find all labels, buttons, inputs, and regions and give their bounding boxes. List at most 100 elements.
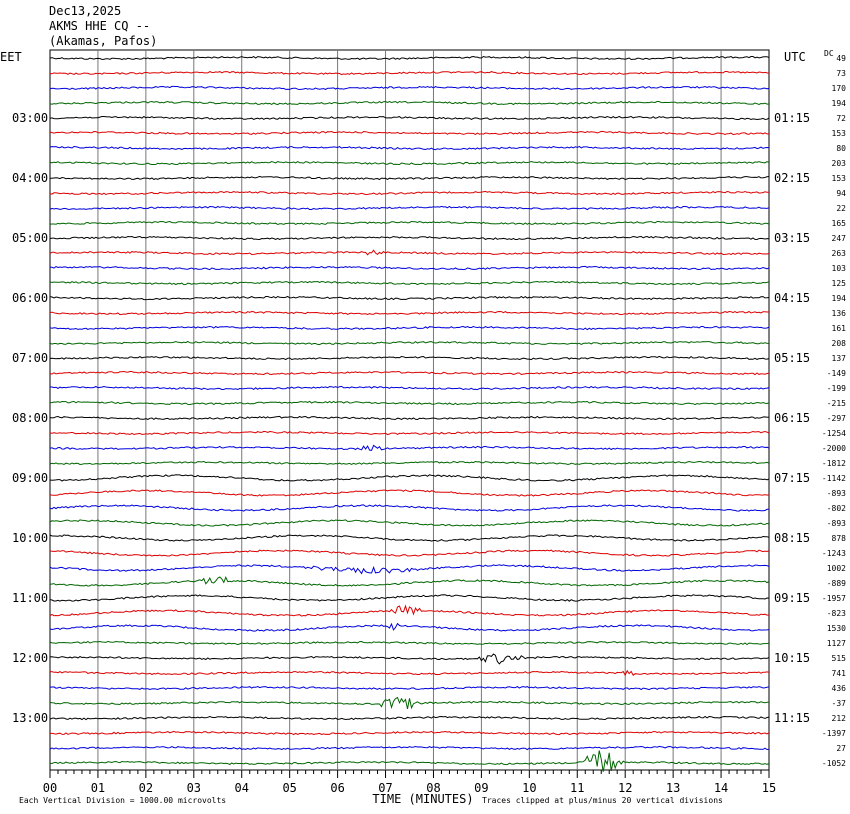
seismic-trace: [49, 489, 770, 497]
seismic-trace: [49, 474, 770, 482]
x-tick-label: 09: [474, 781, 488, 795]
dc-offset-label: -149: [827, 369, 846, 378]
left-hour-label: 05:00: [12, 231, 48, 245]
seismic-trace: [49, 145, 770, 151]
seismic-trace: [49, 130, 769, 136]
left-hour-label: 04:00: [12, 171, 48, 185]
seismic-trace: [49, 220, 770, 226]
seismic-trace: [49, 669, 770, 677]
dc-offset-label: -889: [827, 579, 846, 588]
right-hour-label: 05:15: [774, 351, 810, 365]
left-hour-label: 10:00: [12, 531, 48, 545]
station-label: AKMS HHE CQ --: [49, 19, 151, 33]
right-hour-label: 04:15: [774, 291, 810, 305]
plot-frame: [49, 49, 770, 771]
x-tick-label: 11: [570, 781, 584, 795]
dc-offset-label: 1530: [827, 624, 846, 633]
date-label: Dec13,2025: [49, 4, 122, 18]
dc-offset-label: 125: [832, 279, 847, 288]
dc-offset-label: 165: [832, 219, 847, 228]
seismic-trace: [49, 653, 770, 665]
seismic-trace: [49, 460, 770, 466]
seismic-trace: [49, 685, 770, 691]
seismic-trace: [49, 70, 770, 76]
seismic-trace: [49, 160, 770, 166]
right-hour-label: 02:15: [774, 171, 810, 185]
dc-offset-label: -893: [827, 489, 846, 498]
dc-offset-label: 212: [832, 714, 847, 723]
right-hour-label: 10:15: [774, 651, 810, 665]
dc-offset-label: 1127: [827, 639, 846, 648]
seismic-trace: [49, 235, 770, 241]
dc-label: DC: [824, 49, 834, 58]
seismic-trace: [49, 249, 770, 256]
dc-offset-label: -823: [827, 609, 846, 618]
grid: [49, 49, 770, 778]
right-hour-label: 06:15: [774, 411, 810, 425]
left-hour-label: 03:00: [12, 111, 48, 125]
seismic-trace: [49, 85, 770, 91]
seismic-trace: [49, 340, 770, 346]
seismic-trace: [49, 730, 770, 736]
dc-offset-label: -1254: [822, 429, 846, 438]
x-axis-title: TIME (MINUTES): [372, 792, 473, 806]
dc-offset-label: 194: [832, 99, 847, 108]
seismic-trace: [49, 504, 770, 512]
seismic-trace: [49, 534, 770, 542]
seismic-trace: [49, 355, 770, 361]
seismic-trace: [49, 604, 770, 617]
seismic-trace: [49, 564, 770, 575]
left-hour-label: 07:00: [12, 351, 48, 365]
x-tick-label: 08: [426, 781, 440, 795]
seismic-trace: [49, 549, 770, 557]
seismic-trace: [49, 175, 770, 181]
seismic-trace: [49, 100, 770, 106]
right-hour-label: 08:15: [774, 531, 810, 545]
dc-offset-label: 194: [832, 294, 847, 303]
x-tick-label: 05: [282, 781, 296, 795]
x-tick-label: 13: [666, 781, 680, 795]
dc-offset-label: -1243: [822, 549, 846, 558]
x-tick-label: 04: [235, 781, 249, 795]
seismic-trace: [49, 55, 770, 61]
seismic-trace: [49, 295, 770, 301]
seismic-trace: [49, 696, 769, 710]
dc-offset-label: 80: [836, 144, 846, 153]
x-tick-label: 03: [187, 781, 201, 795]
dc-offset-label: 1002: [827, 564, 846, 573]
seismic-trace: [49, 190, 769, 196]
dc-offset-label: 263: [832, 249, 847, 258]
dc-offset-label: -37: [832, 699, 847, 708]
seismic-trace: [49, 205, 770, 211]
seismic-trace: [49, 750, 770, 772]
dc-offset-label: 49: [836, 54, 846, 63]
right-hour-label: 09:15: [774, 591, 810, 605]
x-tick-label: 10: [522, 781, 536, 795]
seismic-trace: [49, 622, 770, 632]
x-tick-label: 00: [43, 781, 57, 795]
dc-offset-label: 136: [832, 309, 847, 318]
dc-offset-label: -215: [827, 399, 846, 408]
dc-offset-label: 27: [836, 744, 846, 753]
x-tick-label: 12: [618, 781, 632, 795]
left-hour-label: 12:00: [12, 651, 48, 665]
dc-offset-label: 170: [832, 84, 847, 93]
seismic-trace: [49, 115, 770, 121]
seismic-trace: [49, 444, 770, 451]
dc-offset-label: -802: [827, 504, 846, 513]
dc-offset-label: 153: [832, 174, 847, 183]
seismic-trace: [49, 370, 770, 376]
left-hour-label: 06:00: [12, 291, 48, 305]
dc-offset-label: 208: [832, 339, 847, 348]
seismic-trace: [50, 385, 770, 391]
seismic-trace: [49, 325, 770, 331]
x-tick-label: 06: [330, 781, 344, 795]
seismic-trace: [50, 400, 770, 406]
seismic-trace: [49, 265, 770, 271]
dc-offset-label: 247: [832, 234, 847, 243]
traces: [49, 55, 770, 772]
seismic-trace: [49, 310, 770, 316]
dc-offset-label: -2000: [822, 444, 846, 453]
dc-offset-label: 94: [836, 189, 846, 198]
